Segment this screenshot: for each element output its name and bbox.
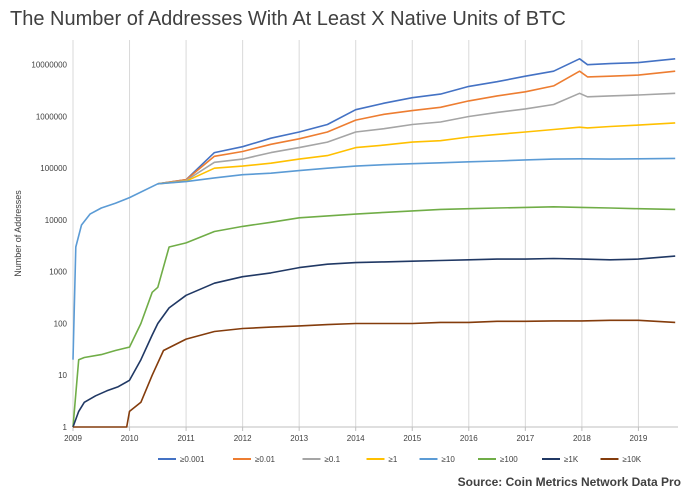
y-axis-title: Number of Addresses (13, 190, 23, 277)
x-tick-label: 2018 (573, 434, 591, 443)
x-tick-label: 2015 (403, 434, 421, 443)
series-line (157, 58, 676, 185)
series-line (73, 319, 676, 428)
x-tick-label: 2019 (630, 434, 648, 443)
y-tick-label: 100 (54, 319, 68, 328)
legend-label: ≥0.001 (180, 455, 205, 464)
legend-label: ≥0.1 (325, 455, 341, 464)
y-tick-label: 1000 (49, 268, 67, 277)
legend-label: ≥1 (389, 455, 398, 464)
x-tick-label: 2011 (177, 434, 195, 443)
legend-label: ≥10 (442, 455, 456, 464)
y-tick-label: 10 (58, 371, 67, 380)
y-tick-label: 10000000 (31, 61, 67, 70)
series-line (72, 157, 676, 360)
x-tick-label: 2013 (290, 434, 308, 443)
y-tick-label: 1 (63, 423, 68, 432)
legend-label: ≥100 (500, 455, 518, 464)
x-tick-label: 2009 (64, 434, 82, 443)
series-line (72, 255, 676, 428)
source-note: Source: Coin Metrics Network Data Pro (457, 475, 681, 489)
legend-label: ≥0.01 (255, 455, 276, 464)
x-tick-label: 2012 (234, 434, 252, 443)
y-tick-label: 100000 (40, 164, 67, 173)
series-line (72, 206, 676, 428)
legend-label: ≥1K (564, 455, 579, 464)
x-tick-label: 2014 (347, 434, 365, 443)
legend-label: ≥10K (623, 455, 642, 464)
series-line (157, 70, 676, 185)
chart-title: The Number of Addresses With At Least X … (10, 8, 566, 30)
series-line (157, 92, 676, 185)
x-tick-label: 2017 (516, 434, 534, 443)
series-line (157, 122, 676, 185)
x-tick-label: 2016 (460, 434, 478, 443)
x-tick-label: 2010 (121, 434, 139, 443)
y-tick-label: 1000000 (36, 112, 68, 121)
y-tick-label: 10000 (45, 216, 68, 225)
